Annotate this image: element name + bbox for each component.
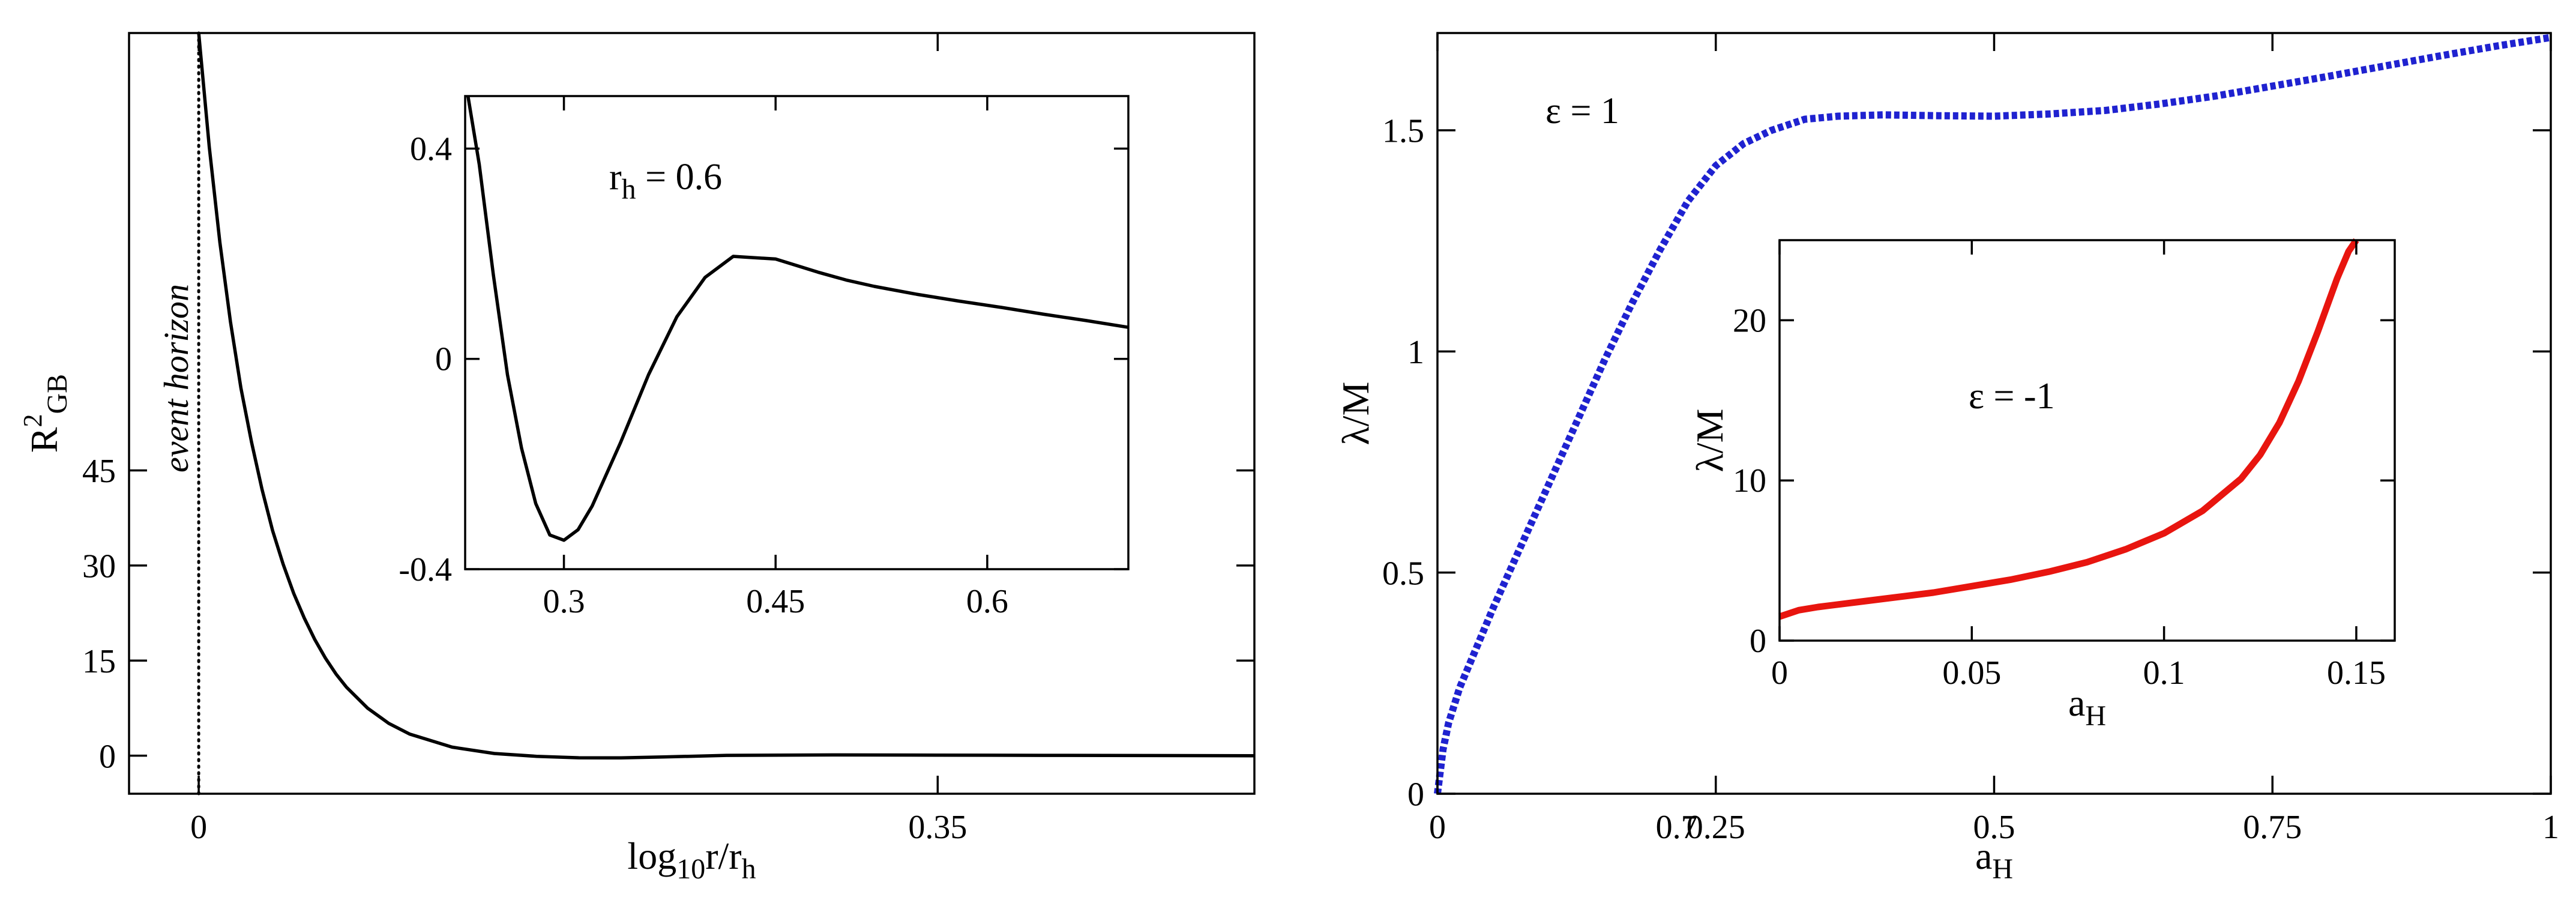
right-inset-xtick-label: 0.1 bbox=[2143, 654, 2185, 692]
right-main-xtick-label: 0.5 bbox=[1973, 809, 2015, 846]
right-main-ylabel: λ/M bbox=[1334, 382, 1377, 445]
left-inset-frame bbox=[464, 95, 1130, 570]
chart_data-0-xlabel-main: log bbox=[627, 835, 676, 877]
left-inset-xtick-label: 0.3 bbox=[543, 583, 585, 620]
right-main-ytick-label: 1.5 bbox=[1382, 113, 1424, 150]
left-inset-ytick-label: 0.4 bbox=[410, 130, 452, 168]
left-inset-series-0-line bbox=[466, 95, 1129, 542]
right-inset-frame bbox=[1778, 239, 2396, 642]
right-main-series-0-line bbox=[1434, 34, 2551, 794]
left-main-ytick-label: 30 bbox=[82, 548, 116, 585]
right-inset-annotation: ε = -1 bbox=[1969, 376, 2055, 417]
left-inset-xtick-label: 0.45 bbox=[746, 583, 805, 620]
right-main-xtick-label: 0.25 bbox=[1687, 809, 1745, 846]
event-horizon-label: event horizon bbox=[157, 284, 196, 473]
left-main-frame bbox=[128, 32, 1256, 795]
left-main-xtick-label: 0.7 bbox=[1656, 809, 1698, 846]
right-main-ytick-label: 0.5 bbox=[1382, 555, 1424, 592]
right-inset-ytick-label: 0 bbox=[1750, 623, 1766, 660]
right-inset-series-0-line bbox=[1778, 238, 2359, 620]
left-main-ytick-label: 0 bbox=[99, 738, 116, 775]
left-inset-panel: 0.3 0.45 0.6 -0.4 0 0.4 rh = 0.6 bbox=[399, 95, 1130, 620]
left-main-xtick-label: 0 bbox=[190, 809, 207, 846]
chart_data-0-ylabel-sub: GB bbox=[41, 374, 73, 414]
left-main-ylabel: R2GB bbox=[18, 374, 73, 453]
left-inset-ytick-label: 0 bbox=[435, 341, 452, 378]
left-main-ytick-label: 15 bbox=[82, 643, 116, 680]
chart_data-2-xlabel-main: a bbox=[1975, 835, 1992, 877]
right-inset-ytick-label: 20 bbox=[1733, 302, 1766, 339]
chart_data-1-annotation-main: r bbox=[609, 157, 622, 198]
right-main-xtick-label: 1 bbox=[2542, 809, 2559, 846]
left-inset-annotation: rh = 0.6 bbox=[609, 157, 722, 205]
left-main-ytick-label: 45 bbox=[82, 453, 116, 490]
chart_data-2-ylabel-main: λ/M bbox=[1334, 382, 1377, 445]
right-inset-xlabel: aH bbox=[2068, 681, 2106, 732]
right-main-xtick-label: 0.75 bbox=[2243, 809, 2302, 846]
right-inset-plot-area bbox=[1780, 240, 2395, 641]
right-main-xtick-label: 0 bbox=[1429, 809, 1446, 846]
right-inset-xtick-label: 0.05 bbox=[1942, 654, 2001, 692]
right-main-xlabel: aH bbox=[1975, 835, 2013, 885]
chart_data-3-xlabel-sub: H bbox=[2085, 700, 2106, 732]
chart_data-0-xlabel-tail: r/r bbox=[705, 835, 741, 877]
chart_data-0-ylabel-sup: 2 bbox=[18, 414, 47, 427]
chart_data-3-annotation-main: ε = -1 bbox=[1969, 376, 2055, 417]
right-inset-ylabel: λ/M bbox=[1688, 409, 1731, 473]
chart_data-0-ylabel-main: R bbox=[23, 427, 65, 453]
chart_data-3-xlabel-main: a bbox=[2068, 681, 2085, 724]
left-main-xlabel: log10r/rh bbox=[627, 835, 756, 885]
chart_data-1-annotation-sub: h bbox=[622, 174, 636, 205]
left-inset-xtick-label: 0.6 bbox=[966, 583, 1008, 620]
right-main-ytick-label: 1 bbox=[1407, 334, 1424, 371]
right-main-annotation: ε = 1 bbox=[1545, 91, 1619, 131]
left-inset-ytick-label: -0.4 bbox=[399, 551, 452, 588]
left-inset-plot-area bbox=[465, 96, 1128, 569]
chart_data-2-xlabel-sub: H bbox=[1992, 853, 2013, 885]
right-inset-xtick-label: 0.15 bbox=[2327, 654, 2386, 692]
chart_data-0-xlabel-sub: 10 bbox=[676, 853, 705, 885]
right-inset-xtick-label: 0 bbox=[1771, 654, 1788, 692]
right-main-ytick-label: 0 bbox=[1407, 776, 1424, 814]
left-main-xtick-label: 0.35 bbox=[908, 809, 967, 846]
chart_data-0-xlabel-sub2: h bbox=[742, 853, 756, 885]
chart_data-3-ylabel-main: λ/M bbox=[1688, 409, 1731, 473]
chart_data-1-annotation-tail: = 0.6 bbox=[636, 157, 722, 198]
left-main-series-0-line bbox=[197, 32, 1255, 760]
chart_data-2-annotation-main: ε = 1 bbox=[1545, 91, 1619, 131]
right-inset-ytick-label: 10 bbox=[1733, 462, 1766, 500]
